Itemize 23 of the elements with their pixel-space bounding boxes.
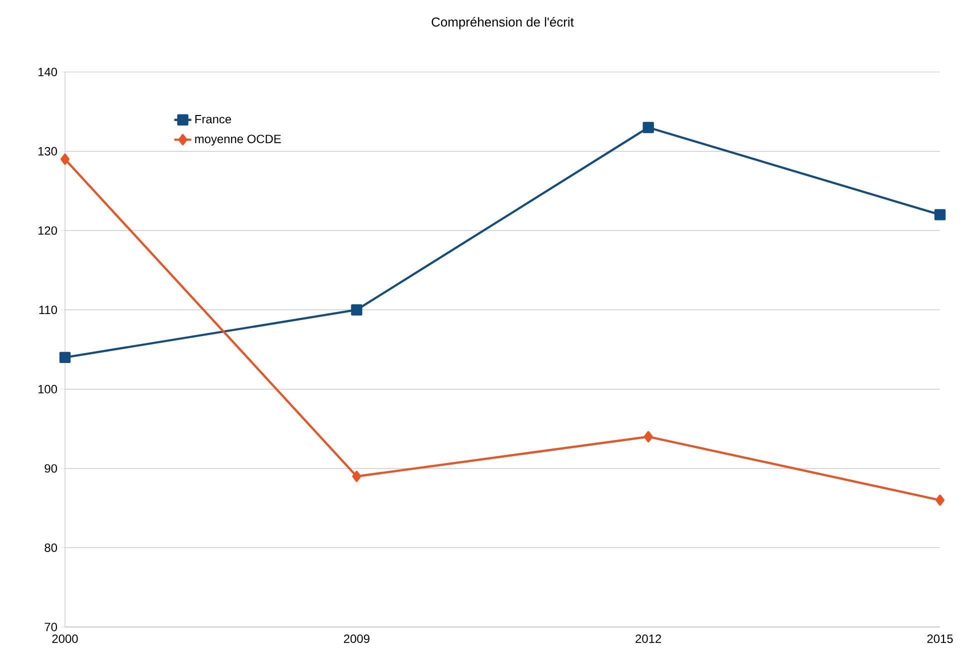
- point: [644, 431, 653, 442]
- legend-label: moyenne OCDE: [195, 134, 281, 146]
- point: [59, 352, 71, 364]
- legend-label: France: [195, 115, 232, 124]
- y-tick-label: 140: [38, 68, 58, 76]
- y-tick-label: 100: [38, 384, 58, 394]
- point: [352, 470, 362, 482]
- point: [60, 154, 70, 165]
- point: [351, 304, 362, 316]
- x-tick-label: 2009: [344, 634, 370, 643]
- y-tick-label: 120: [38, 226, 58, 235]
- point: [936, 494, 944, 506]
- point: [642, 122, 654, 134]
- y-tick-label: 90: [44, 464, 58, 473]
- chart-title: Compréhension de l'écrit: [432, 16, 574, 30]
- point: [934, 209, 946, 220]
- y-tick-label: 70: [44, 622, 58, 632]
- x-tick-label: 2015: [927, 634, 953, 643]
- y-tick-label: 110: [39, 306, 58, 314]
- y-tick-label: 130: [38, 147, 58, 156]
- x-tick-label: 2012: [636, 634, 662, 643]
- x-tick-label: 2000: [52, 634, 78, 643]
- y-tick-label: 80: [44, 543, 58, 552]
